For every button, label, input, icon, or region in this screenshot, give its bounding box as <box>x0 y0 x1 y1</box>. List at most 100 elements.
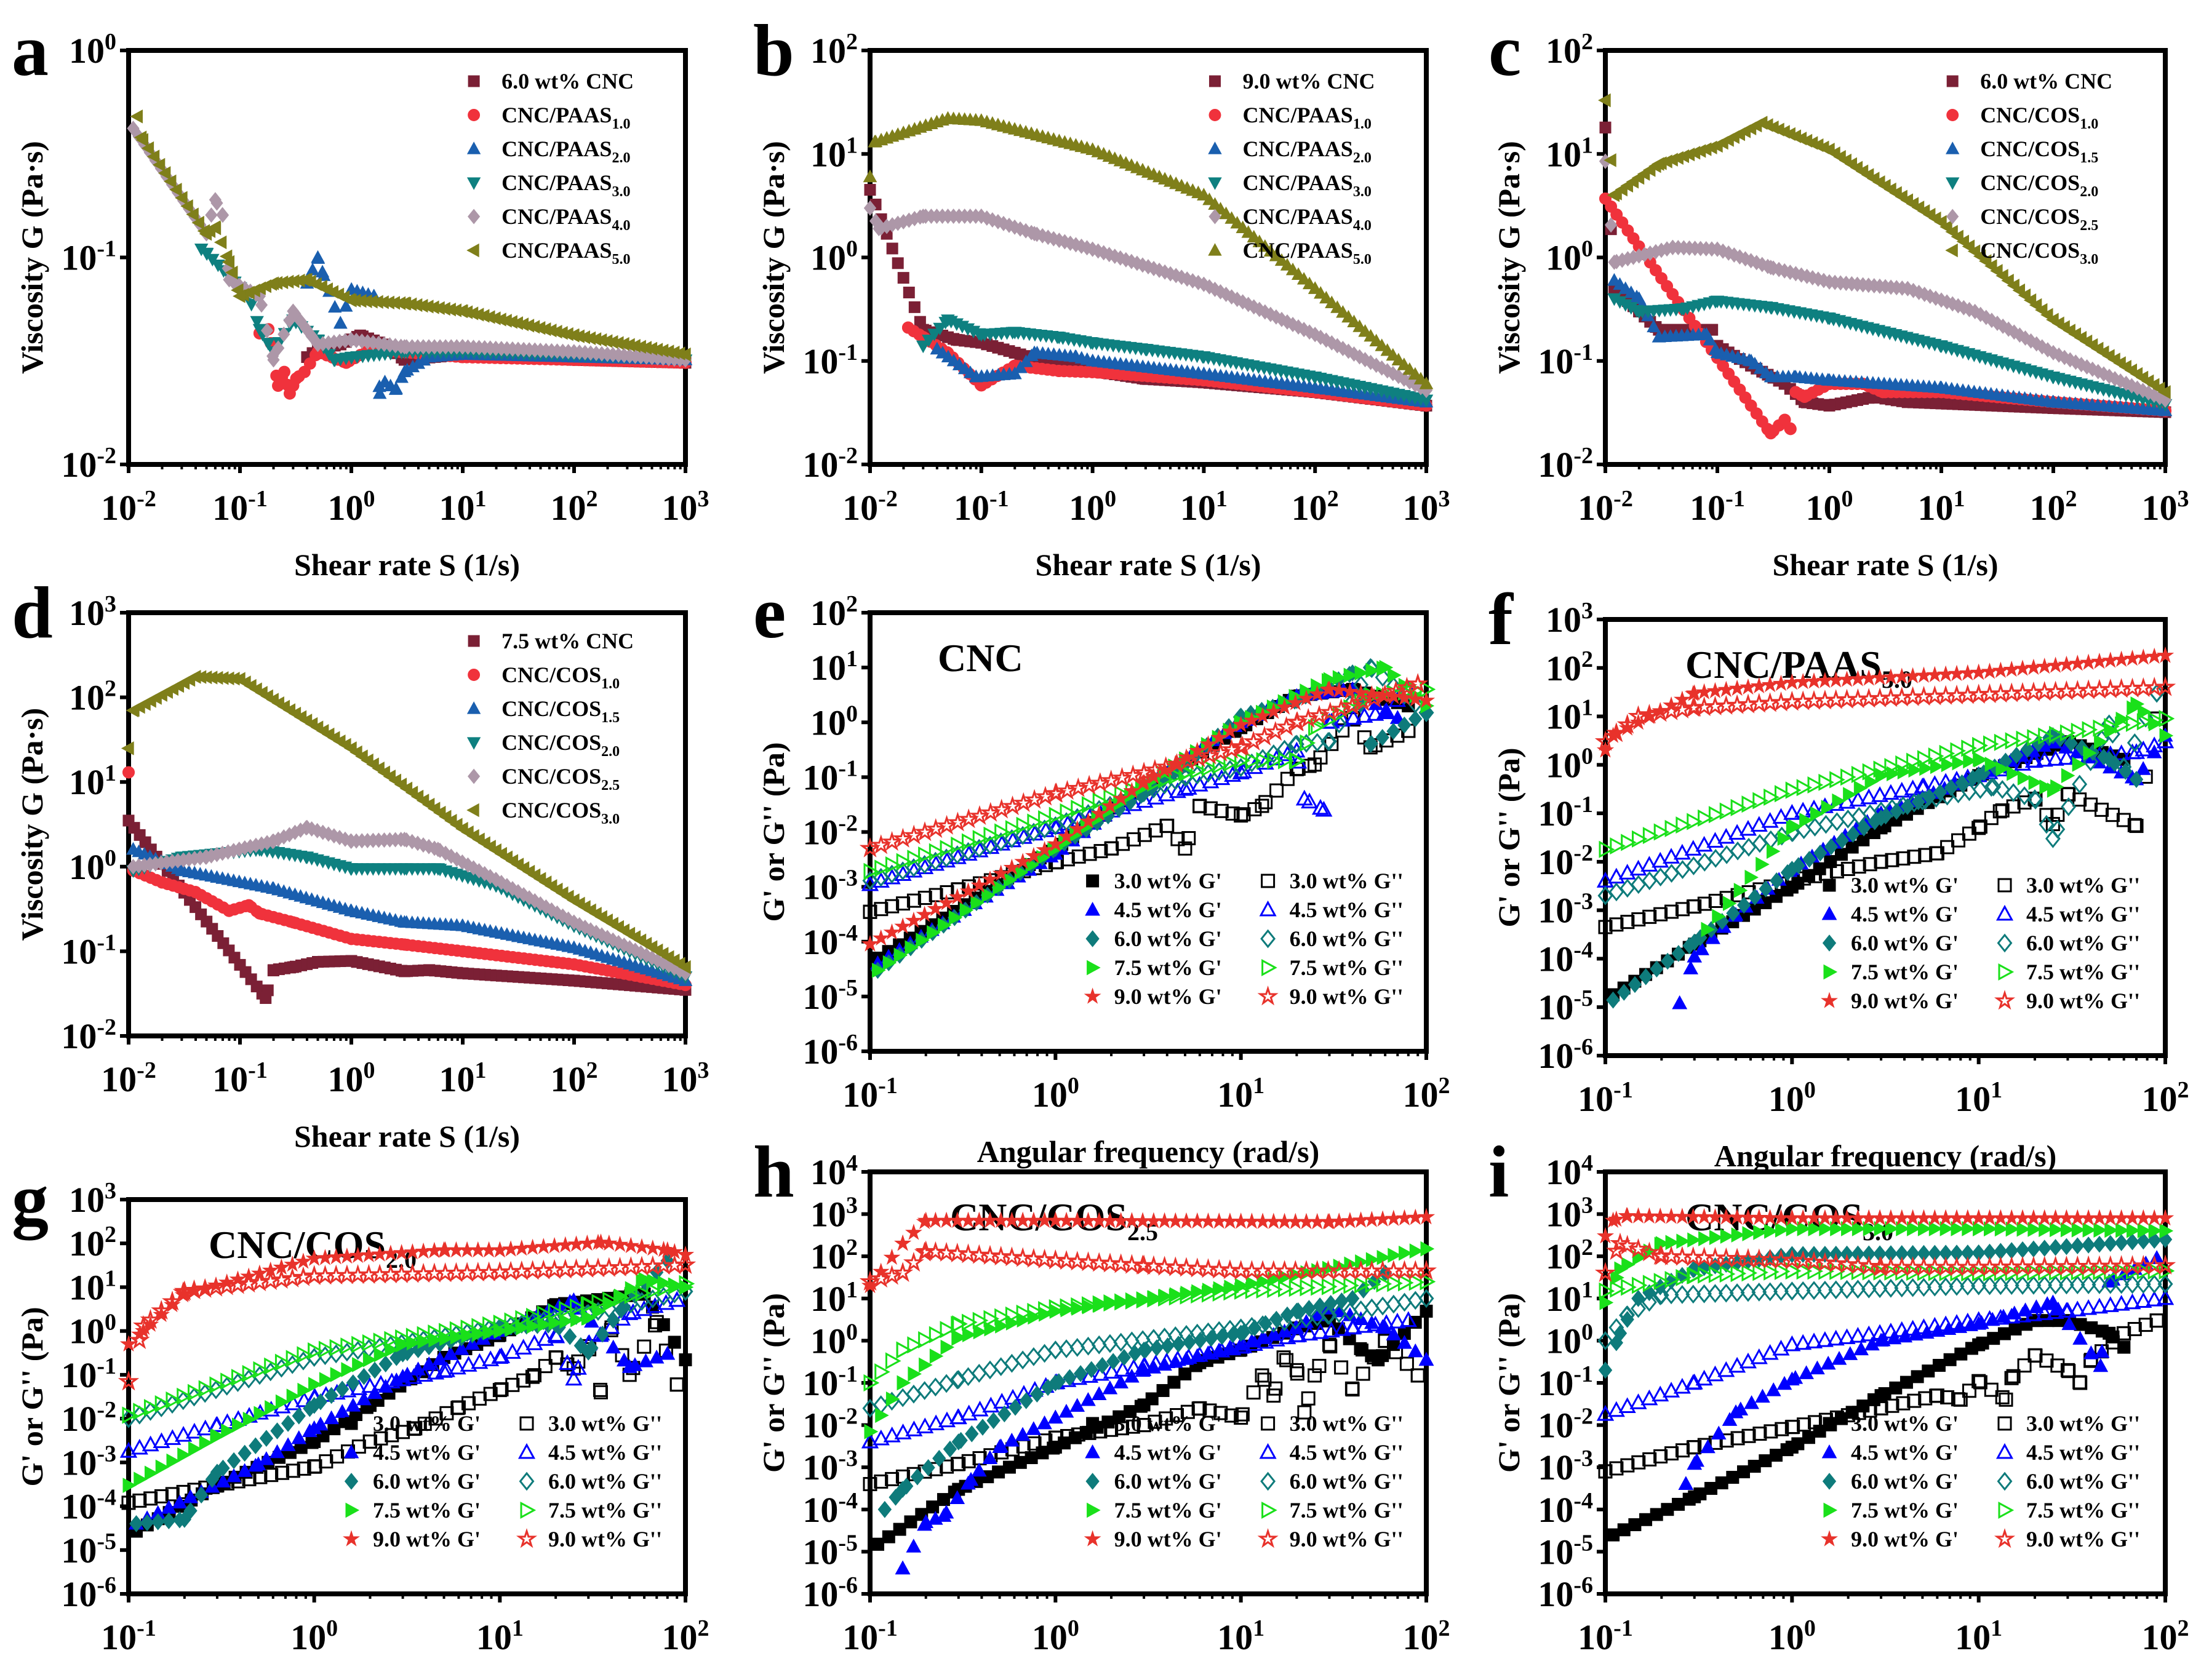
x-axis-label: Angular frequency (rad/s) <box>1714 1139 2057 1173</box>
data-point <box>388 382 403 395</box>
x-tick-label: 103 <box>662 486 709 528</box>
y-tick-label: 103 <box>1546 598 1593 640</box>
data-point <box>298 365 311 378</box>
legend-label: 9.0 wt% CNC <box>1242 69 1375 94</box>
data-point <box>969 369 983 383</box>
data-point <box>2060 787 2075 802</box>
y-tick-label: 10-1 <box>1538 340 1593 381</box>
y-tick-label: 10-4 <box>61 1485 116 1527</box>
x-tick-label: 101 <box>1217 1073 1264 1115</box>
legend-label: CNC/PAAS4.0 <box>1242 204 1371 234</box>
legend-label: 7.5 wt% G' <box>1851 960 1959 984</box>
legend-marker <box>1995 904 2014 921</box>
legend-marker <box>1208 243 1222 256</box>
data-point <box>1784 423 1797 436</box>
x-tick-label: 101 <box>439 1057 487 1099</box>
data-point <box>1086 365 1099 378</box>
data-point <box>2123 650 2141 666</box>
data-point <box>1008 366 1022 380</box>
data-point <box>1856 833 1870 846</box>
y-tick-label: 10-6 <box>61 1572 116 1614</box>
legend-marker <box>1261 958 1277 977</box>
legend-label: 9.0 wt% G'' <box>2026 989 2140 1013</box>
data-point <box>287 916 300 929</box>
data-point <box>134 130 147 145</box>
legend-marker <box>1998 963 2015 981</box>
legend-label: 6.0 wt% G' <box>1851 931 1959 955</box>
data-point <box>415 1242 433 1259</box>
data-point <box>1730 841 1746 861</box>
data-point <box>1823 399 1835 412</box>
data-point <box>222 255 235 269</box>
legend-marker <box>345 1417 358 1430</box>
x-axis-label: Shear rate S (1/s) <box>1035 547 1261 582</box>
legend-marker <box>1821 906 1837 920</box>
legend-marker <box>343 1444 359 1459</box>
data-point <box>190 886 202 899</box>
data-point <box>1053 365 1066 378</box>
legend-marker <box>1208 141 1222 154</box>
data-point <box>1696 853 1712 872</box>
legend-label: CNC/COS1.5 <box>501 696 620 726</box>
x-axis-label: Shear rate S (1/s) <box>294 1119 520 1153</box>
x-tick-label: 102 <box>2030 486 2077 528</box>
data-point <box>668 1336 681 1349</box>
legend-label: 9.0 wt% G'' <box>1290 984 1404 1009</box>
y-tick-label: 10-6 <box>802 1572 858 1614</box>
data-point <box>926 1500 940 1514</box>
data-point <box>669 1377 684 1392</box>
data-point <box>344 293 357 308</box>
x-tick-label: 10-1 <box>101 1615 156 1657</box>
legend-label: CNC/COS1.0 <box>501 663 620 692</box>
data-point <box>208 220 221 234</box>
y-tick-label: 100 <box>69 1310 116 1352</box>
data-point <box>1255 798 1269 813</box>
data-point <box>535 1238 553 1254</box>
panel-c: c10-2 10-1 100 101 102 10310-210-1100101102Sh… <box>1488 9 2189 582</box>
data-point <box>281 1415 295 1432</box>
legend-marker <box>1261 874 1276 888</box>
data-point <box>266 276 279 290</box>
data-point <box>1675 860 1690 879</box>
legend-label: 7.5 wt% G'' <box>548 1498 662 1523</box>
legend-label: CNC/COS2.5 <box>501 764 620 794</box>
legend-label: 4.5 wt% G'' <box>1290 898 1404 922</box>
legend-label: 6.0 wt% G' <box>373 1469 481 1494</box>
data-point <box>1840 809 1856 829</box>
data-point <box>456 339 469 355</box>
data-point <box>1386 722 1400 740</box>
y-tick-label: 104 <box>810 1150 858 1192</box>
data-point <box>267 964 279 976</box>
series-cnc-paas3-0 <box>916 314 1434 407</box>
y-tick-label: 10-2 <box>802 443 858 485</box>
data-point <box>513 1239 530 1256</box>
data-point <box>292 1407 306 1425</box>
legend-marker <box>468 209 481 225</box>
data-point <box>1756 856 1770 872</box>
panel-g: g10-1 100 101 10210-610-510-410-310-210-110… <box>12 1158 709 1680</box>
legend-label: 3.0 wt% G' <box>1114 869 1222 893</box>
legend-label: 9.0 wt% G' <box>1851 989 1959 1013</box>
legend-marker <box>1260 929 1276 949</box>
legend-label: CNC/PAAS3.0 <box>501 170 630 200</box>
y-tick-label: 103 <box>810 1193 858 1235</box>
data-point <box>249 1437 263 1455</box>
data-point <box>992 1465 1005 1479</box>
x-tick-label: 10-1 <box>842 1615 898 1657</box>
y-tick-label: 10-5 <box>802 975 858 1017</box>
data-point <box>568 974 580 987</box>
data-point <box>1937 665 1955 682</box>
legend-marker <box>1208 75 1221 87</box>
data-point <box>272 340 285 356</box>
x-tick-label: 10-2 <box>101 486 156 528</box>
legend-label: 6.0 wt% CNC <box>1980 69 2112 94</box>
data-point <box>556 1236 574 1252</box>
y-tick-label: 10-1 <box>61 236 116 278</box>
data-point <box>455 304 468 319</box>
legend-marker <box>1946 141 1960 154</box>
data-point <box>238 1444 252 1462</box>
x-tick-label: 101 <box>1217 1615 1264 1657</box>
y-tick-label: 102 <box>69 1222 116 1264</box>
data-point <box>897 272 909 284</box>
y-axis-label: Viscosity G (Pa·s) <box>15 708 49 941</box>
